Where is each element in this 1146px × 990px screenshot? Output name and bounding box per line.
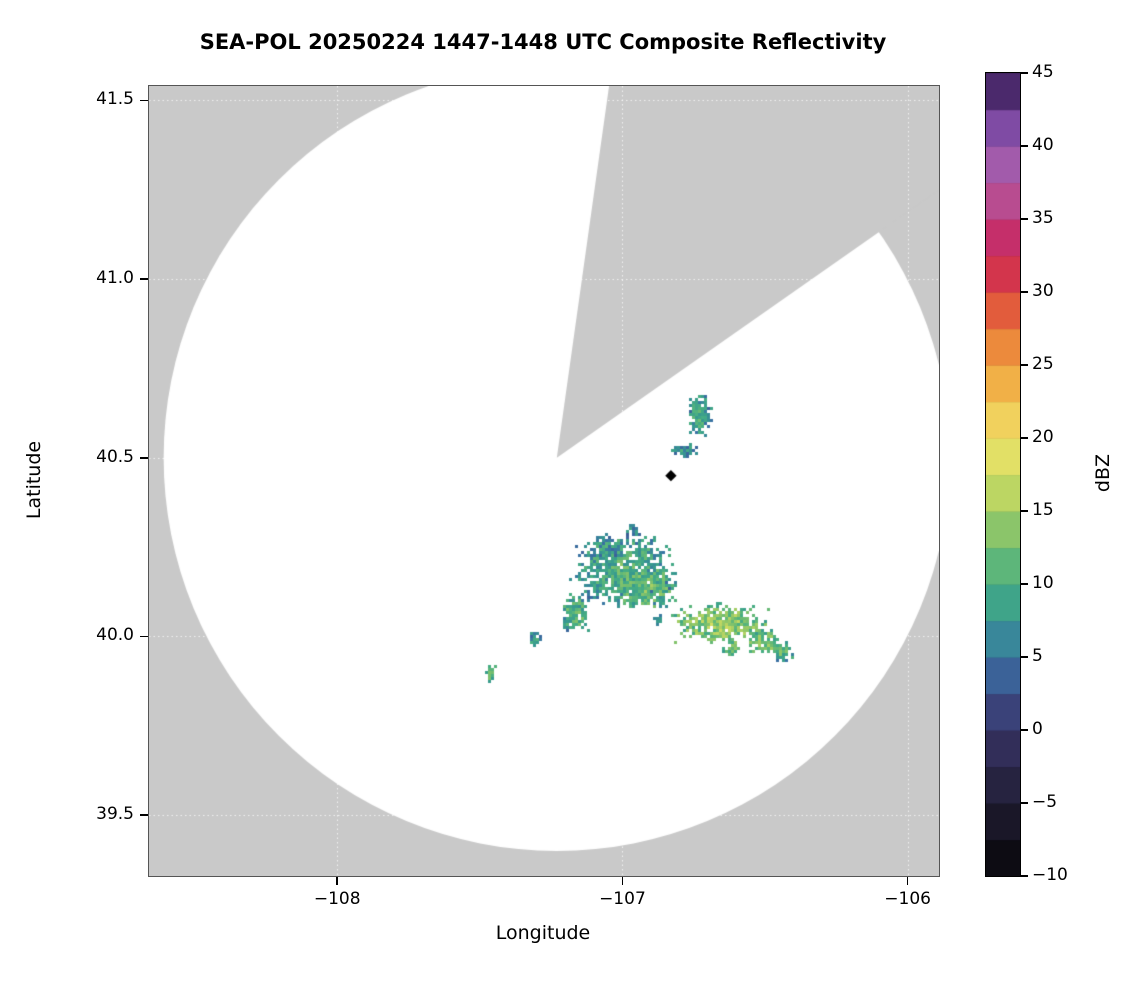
- plot-area: [148, 85, 940, 877]
- x-tick-mark: [621, 877, 624, 885]
- y-tick-label: 40.5: [96, 446, 134, 467]
- y-tick-mark: [140, 635, 148, 638]
- colorbar-tick-label: 30: [1032, 281, 1054, 301]
- x-tick-mark: [336, 877, 338, 885]
- y-tick-mark: [140, 278, 148, 280]
- colorbar-tick-label: 25: [1032, 354, 1054, 374]
- colorbar-tick-mark: [1021, 437, 1028, 439]
- colorbar-tick-label: 40: [1032, 135, 1054, 155]
- y-tick-mark: [140, 457, 148, 459]
- colorbar-tick-label: 5: [1032, 646, 1043, 666]
- chart-title: SEA-POL 20250224 1447-1448 UTC Composite…: [199, 30, 887, 54]
- colorbar-tick-mark: [1021, 583, 1028, 585]
- colorbar-tick-label: 35: [1032, 208, 1054, 228]
- colorbar-tick-label: 10: [1032, 573, 1054, 593]
- colorbar-tick-mark: [1021, 875, 1028, 877]
- colorbar-tick-mark: [1021, 510, 1028, 512]
- x-tick-mark: [906, 877, 909, 885]
- colorbar-tick-mark: [1021, 145, 1028, 147]
- colorbar-tick-label: −10: [1032, 865, 1068, 885]
- colorbar-tick-label: 45: [1032, 62, 1054, 82]
- colorbar-tick-label: 20: [1032, 427, 1054, 447]
- colorbar-tick-label: −5: [1032, 792, 1058, 812]
- colorbar: [985, 72, 1021, 877]
- x-tick-label: −107: [599, 889, 646, 909]
- colorbar-tick-mark: [1021, 72, 1028, 74]
- y-tick-mark: [140, 99, 148, 102]
- colorbar-tick-mark: [1021, 364, 1028, 366]
- y-tick-label: 39.5: [96, 804, 134, 825]
- colorbar-tick-label: 0: [1032, 719, 1043, 739]
- x-tick-label: −106: [884, 889, 931, 909]
- y-tick-mark: [140, 814, 148, 816]
- colorbar-tick-mark: [1021, 656, 1028, 658]
- y-tick-label: 40.0: [96, 625, 134, 646]
- y-tick-label: 41.5: [96, 89, 134, 110]
- colorbar-tick-label: 15: [1032, 500, 1054, 520]
- colorbar-tick-mark: [1021, 729, 1028, 731]
- colorbar-tick-mark: [1021, 802, 1028, 804]
- y-axis-label: Latitude: [23, 440, 45, 520]
- radar-map-canvas: [149, 86, 939, 876]
- x-axis-label: Longitude: [495, 922, 591, 944]
- x-tick-label: −108: [313, 889, 361, 909]
- colorbar-tick-mark: [1021, 218, 1028, 220]
- colorbar-label: dBZ: [1092, 453, 1114, 493]
- y-tick-label: 41.0: [96, 268, 134, 289]
- colorbar-tick-mark: [1021, 291, 1028, 293]
